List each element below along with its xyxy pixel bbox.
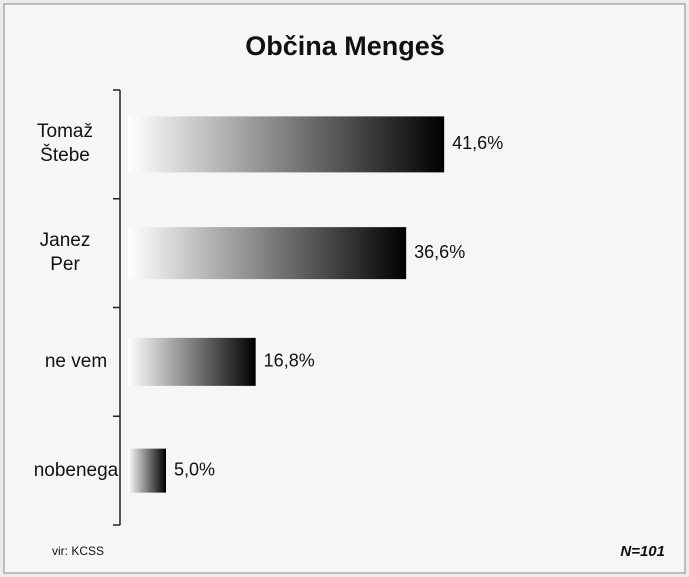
value-label: 5,0% [174, 459, 215, 479]
bar [128, 116, 445, 173]
bar [128, 227, 407, 280]
source: vir: KCSS [52, 544, 104, 558]
value-label: 16,8% [264, 351, 315, 371]
value-label: 36,6% [414, 242, 465, 262]
note: N=101 [620, 543, 665, 560]
bar [128, 337, 256, 386]
category-label: Janez Per [39, 230, 91, 276]
category-label: ne vem [44, 350, 108, 372]
chart-title: Občina Mengeš [245, 31, 445, 61]
frame [3, 3, 686, 574]
bar [128, 448, 166, 493]
category-label: Tomaž Štebe [37, 121, 93, 167]
value-label: 41,6% [452, 133, 503, 153]
category-label: nobenega [33, 459, 119, 481]
